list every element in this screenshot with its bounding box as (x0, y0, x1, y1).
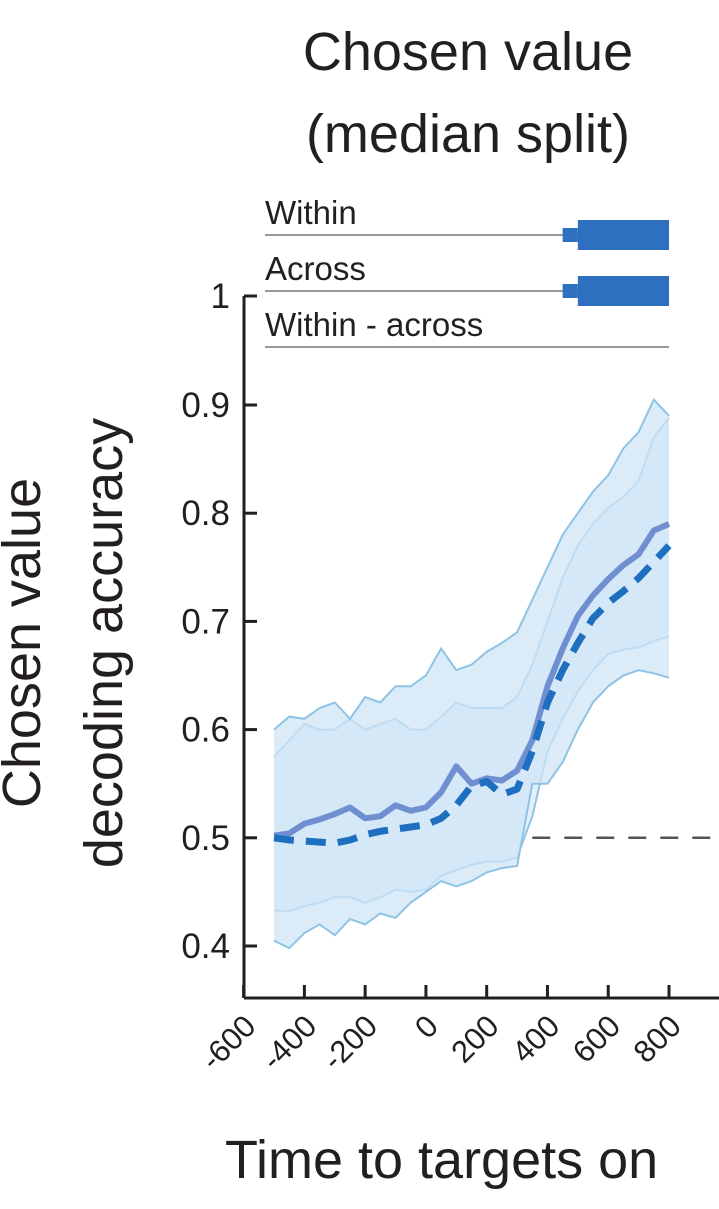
chart-title-line2: (median split) (306, 104, 630, 164)
x-tick-label: 0 (408, 1008, 445, 1045)
y-tick-label: 0.4 (181, 927, 230, 966)
significance-label: Within (265, 194, 357, 231)
significance-label: Across (265, 250, 366, 287)
axes: 0.4 0.5 0.6 0.7 0.8 0.9 1 -600-400-200 0 200 400 60… (181, 277, 719, 1077)
significance-bars: Within Across Within - across (265, 194, 669, 348)
x-tick-label: 800 (627, 1008, 688, 1069)
significance-label: Within - across (265, 306, 483, 343)
significance-bar-thin (562, 284, 578, 298)
y-tick-label: 0.6 (181, 711, 230, 750)
x-tick-label: 400 (505, 1008, 566, 1069)
chart-title-line1: Chosen value (303, 22, 633, 82)
series-line-solid (273, 521, 671, 839)
series-line-dashed (273, 543, 672, 847)
y-axis-label-line1: Chosen value (0, 478, 52, 808)
x-tick-label: 200 (444, 1008, 505, 1069)
x-tick-label: 600 (566, 1008, 627, 1069)
y-axis-label-line2: decoding accuracy (74, 418, 134, 868)
y-tick-label: 0.8 (181, 494, 230, 533)
significance-bar-thin (562, 228, 578, 242)
ci-band-2 (274, 399, 669, 949)
ci-upper-edge-2 (273, 397, 670, 731)
ci-lower-edge-2 (273, 669, 670, 950)
y-tick-label: 0.7 (181, 602, 230, 641)
significance-bar-thick (577, 220, 669, 250)
x-axis-label: Time to targets on (225, 1130, 658, 1190)
y-tick-label: 0.9 (181, 386, 230, 425)
x-tick-label: -400 (255, 1008, 324, 1077)
x-tick-label: -600 (194, 1008, 263, 1077)
y-tick-label: 1 (211, 277, 230, 316)
confidence-bands (273, 397, 670, 950)
y-tick-label: 0.5 (181, 819, 230, 858)
significance-bar-thick (577, 276, 669, 306)
x-tick-label: -200 (315, 1008, 384, 1077)
series-lines (273, 521, 672, 847)
